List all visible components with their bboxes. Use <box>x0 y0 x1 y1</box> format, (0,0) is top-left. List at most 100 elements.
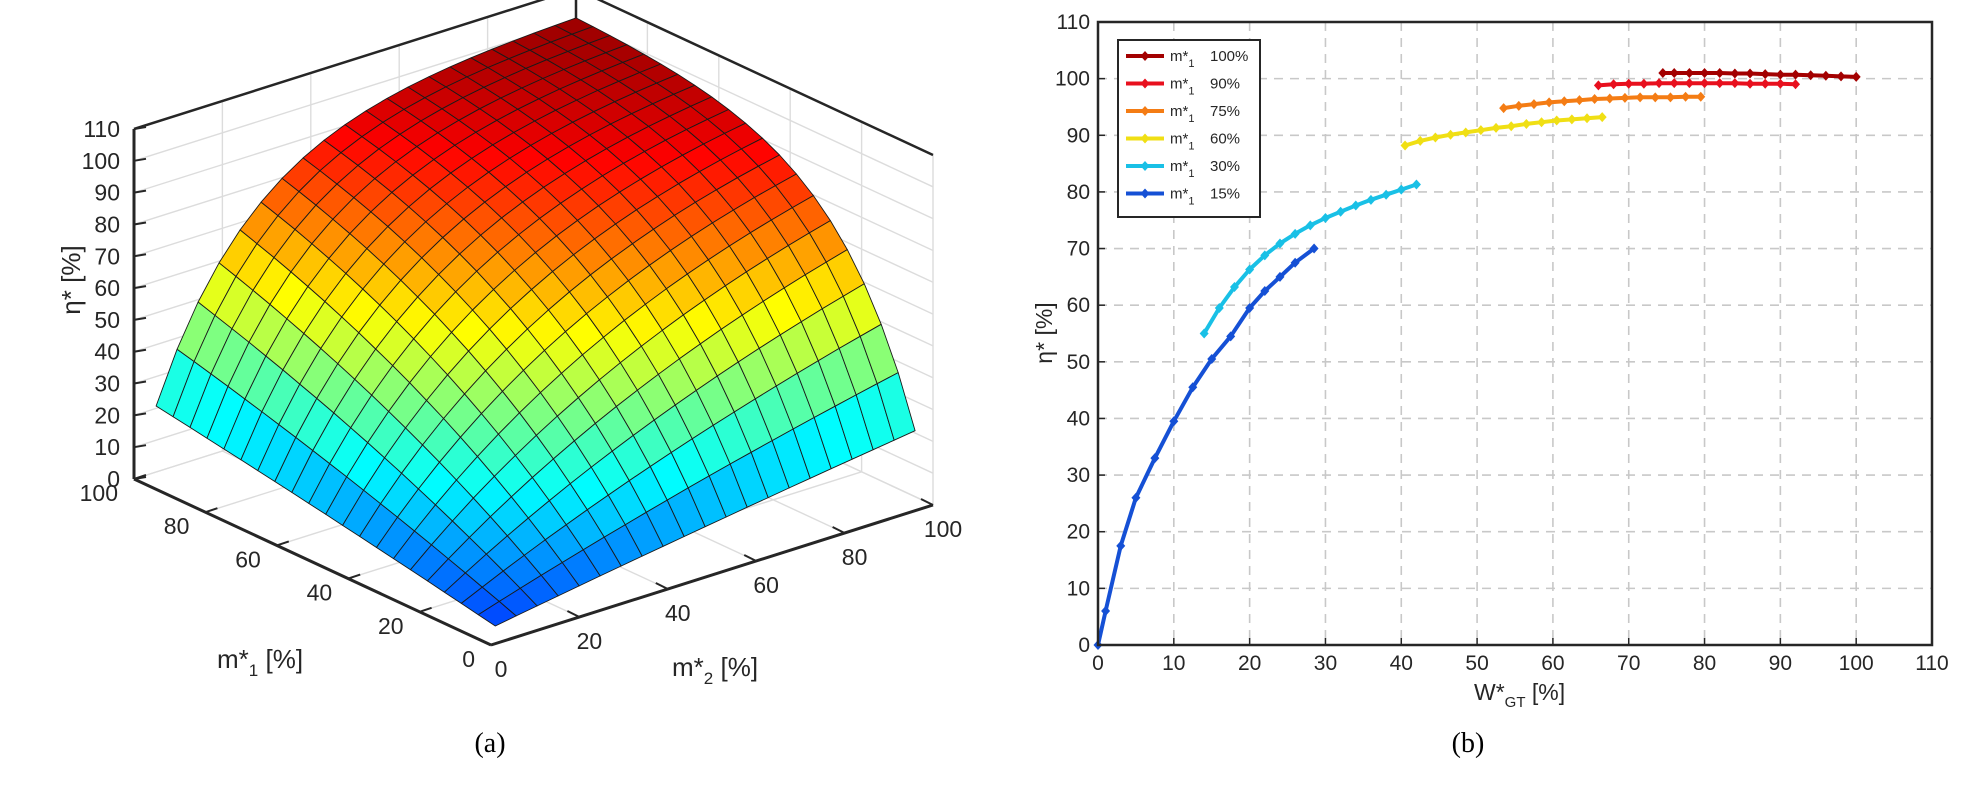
x-tick-label: 0 <box>462 646 475 672</box>
series-point <box>1791 69 1801 80</box>
y-tick-label: 100 <box>1055 68 1090 91</box>
series-point <box>1199 328 1209 339</box>
y-tick-label: 20 <box>577 628 603 654</box>
series-point <box>1521 118 1531 129</box>
series-point <box>1396 184 1406 195</box>
series-point <box>1491 122 1501 133</box>
x-tick-label: 50 <box>1465 652 1488 675</box>
caption-a: (a) <box>474 728 505 759</box>
legend-marker <box>1140 106 1150 116</box>
series-point <box>1415 135 1425 146</box>
surface-mesh <box>155 17 916 627</box>
z-tick-label: 80 <box>94 211 120 237</box>
surface-y-axis-label: m*2 [%] <box>672 652 758 688</box>
series-point <box>1499 103 1509 114</box>
x-tick-label: 80 <box>1693 652 1716 675</box>
z-tick-mark <box>133 380 147 385</box>
z-tick-mark <box>133 348 147 353</box>
series-point <box>1582 113 1592 124</box>
series-point <box>1681 91 1691 102</box>
series-point <box>1715 78 1725 89</box>
x-tick-label: 20 <box>1238 652 1261 675</box>
series-point <box>1665 92 1675 103</box>
series-point <box>1760 78 1770 89</box>
series-point <box>1730 78 1740 89</box>
series-point <box>1745 78 1755 89</box>
surface-patch <box>876 372 916 441</box>
series-point <box>1131 492 1141 503</box>
y-tick-label: 70 <box>1067 238 1090 261</box>
z-tick-mark <box>133 221 147 226</box>
z-tick-mark <box>133 157 147 162</box>
series-point <box>1514 100 1524 111</box>
series-point <box>1229 282 1239 293</box>
line-plot-grid <box>1097 21 1933 646</box>
surface-z-axis-label: η* [%] <box>56 245 86 314</box>
legend-marker <box>1140 188 1150 199</box>
series-point <box>1290 228 1300 239</box>
series-point <box>1836 71 1846 82</box>
z-tick-label: 0 <box>107 466 120 492</box>
z-tick-label: 100 <box>82 148 120 174</box>
series-point <box>1275 271 1285 282</box>
box-edge <box>596 0 934 157</box>
series-point <box>1506 121 1516 132</box>
z-tick-mark <box>133 126 147 130</box>
z-tick-label: 50 <box>94 307 120 333</box>
legend-marker <box>1140 51 1150 61</box>
y-tick-label: 10 <box>1067 577 1090 600</box>
line-plot-frame <box>1096 20 1934 647</box>
z-tick-mark <box>133 316 147 321</box>
y-tick-label: 0 <box>1078 634 1090 657</box>
series-point <box>1351 200 1361 211</box>
surface-axes-frame <box>132 126 934 647</box>
y-tick-label: 90 <box>1067 124 1090 147</box>
x-tick-label: 60 <box>1541 652 1564 675</box>
y-tick-label: 60 <box>753 572 779 598</box>
legend-label: m*1 15% <box>1170 186 1240 208</box>
series-point <box>1529 99 1539 110</box>
x-tick-mark <box>419 606 432 613</box>
series-point <box>1775 78 1785 89</box>
series-point <box>1245 303 1255 314</box>
y-tick-mark <box>743 554 757 562</box>
series-point <box>1658 67 1668 78</box>
series-point <box>1207 353 1217 364</box>
series-point <box>1366 194 1376 205</box>
x-tick-label: 20 <box>378 613 404 639</box>
series-point <box>1715 67 1725 78</box>
series-point <box>1226 331 1236 342</box>
series-point <box>1620 92 1630 103</box>
z-tick-label: 20 <box>94 402 120 428</box>
x-tick-label: 40 <box>307 580 333 606</box>
series-point <box>1760 69 1770 80</box>
series-point <box>1574 95 1584 106</box>
series-point <box>1169 416 1179 427</box>
y-tick-label: 30 <box>1067 464 1090 487</box>
y-tick-label: 110 <box>1057 11 1090 34</box>
x-tick-label: 80 <box>164 513 190 539</box>
x-tick-label: 60 <box>235 546 261 572</box>
series-point <box>1245 264 1255 275</box>
series-point <box>1430 132 1440 143</box>
series-point <box>1605 93 1615 104</box>
x-tick-mark <box>133 474 147 480</box>
series-point <box>1260 286 1270 297</box>
caption-b: (b) <box>1452 728 1485 759</box>
line-plot-legend: m*1 100% m*1 90% m*1 75% m*1 60% m*1 30% m*1 15% <box>1117 39 1261 218</box>
line-plot-panel: 0 10 20 30 40 50 60 70 80 90 100 110 0 10 20 30 40 50 60 70… <box>1031 11 1949 759</box>
series-point <box>1381 189 1391 200</box>
series-point <box>1593 80 1603 91</box>
y-tick-mark <box>566 610 580 618</box>
series-point <box>1775 69 1785 80</box>
series-point <box>1275 238 1285 249</box>
series-point <box>1400 140 1410 151</box>
series-point <box>1446 129 1456 140</box>
y-tick-label: 20 <box>1067 521 1090 544</box>
legend-marker <box>1140 133 1150 144</box>
series-point <box>1461 127 1471 138</box>
legend-label: m*1 30% <box>1170 158 1240 180</box>
x-tick-label: 110 <box>1915 652 1948 675</box>
series-point <box>1116 540 1126 551</box>
